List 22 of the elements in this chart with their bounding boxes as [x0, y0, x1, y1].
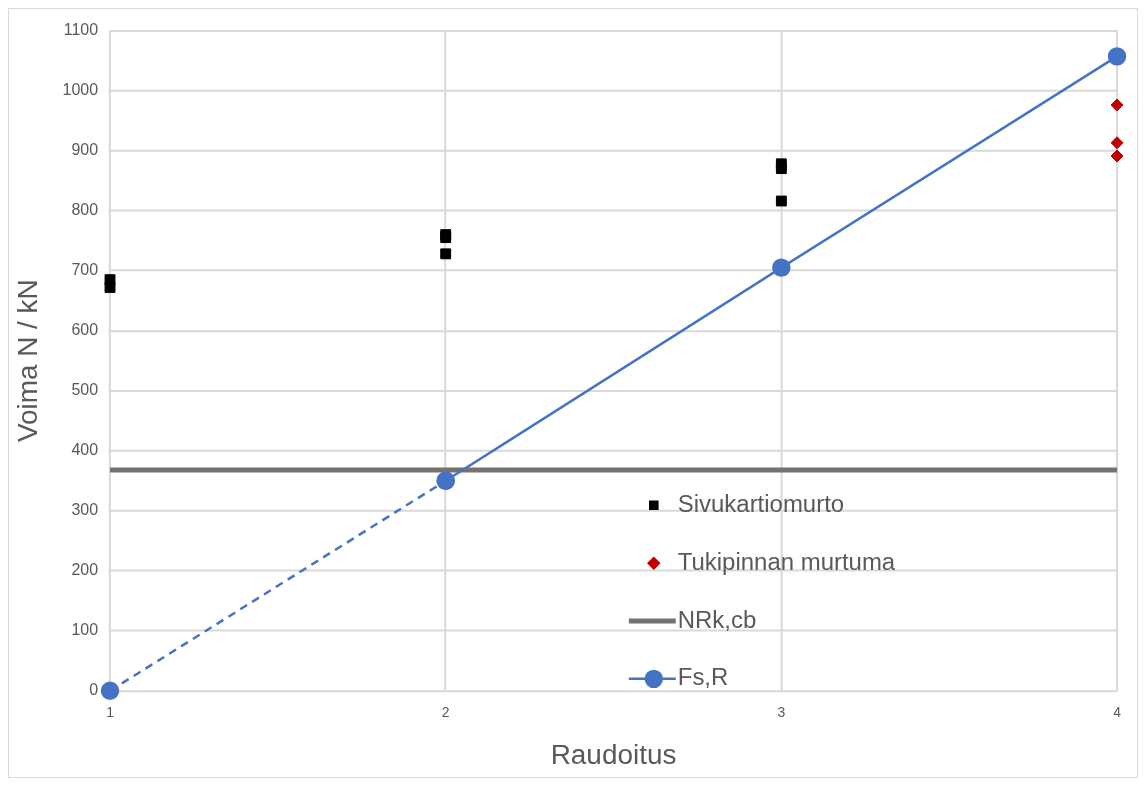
y-tick-label: 800	[71, 201, 99, 219]
x-tick-label: 2	[441, 704, 450, 721]
y-tick-label: 400	[71, 441, 99, 459]
y-tick-label: 900	[71, 141, 99, 158]
y-tick-label: 1000	[62, 80, 99, 98]
y-tick-label: 0	[89, 681, 99, 699]
x-axis-title: Raudoitus	[550, 738, 677, 770]
legend-label: NRk,cb	[677, 605, 757, 633]
y-tick-label: 200	[71, 561, 99, 579]
x-tick-label: 4	[1113, 704, 1122, 721]
y-axis-title: Voima N / kN	[12, 279, 44, 443]
x-tick-label: 3	[777, 704, 786, 721]
legend-label: Sivukartiomurto	[677, 489, 845, 517]
y-tick-label: 500	[71, 381, 99, 399]
legend-label: Fs,R	[677, 663, 729, 691]
legend-label: Tukipinnan murtuma	[677, 547, 896, 575]
x-tick-label: 1	[106, 704, 115, 721]
y-tick-label: 1100	[63, 20, 99, 38]
y-tick-label: 600	[71, 321, 99, 339]
y-tick-label: 100	[71, 621, 99, 639]
y-tick-label: 700	[71, 261, 99, 279]
y-tick-label: 300	[71, 501, 99, 519]
